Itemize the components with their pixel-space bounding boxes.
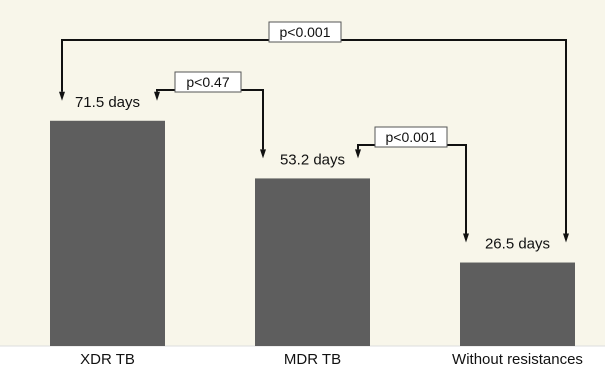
bar-xdr-tb <box>50 120 165 347</box>
p-value-box <box>174 71 242 93</box>
arrow-head <box>260 149 266 159</box>
bar-mdr-tb <box>255 178 370 346</box>
p-value-label: p<0.001 <box>280 24 331 40</box>
arrow-head <box>59 91 65 101</box>
arrow-head <box>154 91 160 101</box>
p-value-box <box>374 126 448 148</box>
p-value-box <box>268 21 342 43</box>
bar-without-resistances <box>460 262 575 346</box>
arrow-head <box>463 233 469 243</box>
category-label: XDR TB <box>80 351 135 368</box>
p-value-label: p<0.47 <box>186 74 229 90</box>
significance-brackets-layer: p<0.001 p<0.47 p<0.001 <box>59 21 569 243</box>
arrow-head <box>355 149 361 159</box>
p-value-label: p<0.001 <box>386 129 437 145</box>
category-label: MDR TB <box>284 351 341 368</box>
data-label: 71.5 days <box>75 94 140 111</box>
category-label: Without resistances <box>452 351 583 368</box>
data-label: 53.2 days <box>280 151 345 168</box>
arrow-head <box>563 233 569 243</box>
data-label: 26.5 days <box>485 236 550 253</box>
category-labels-layer: XDR TB MDR TB Without resistances <box>80 351 583 368</box>
bars-layer <box>50 120 575 347</box>
data-labels-layer: 71.5 days 53.2 days 26.5 days <box>75 94 550 253</box>
